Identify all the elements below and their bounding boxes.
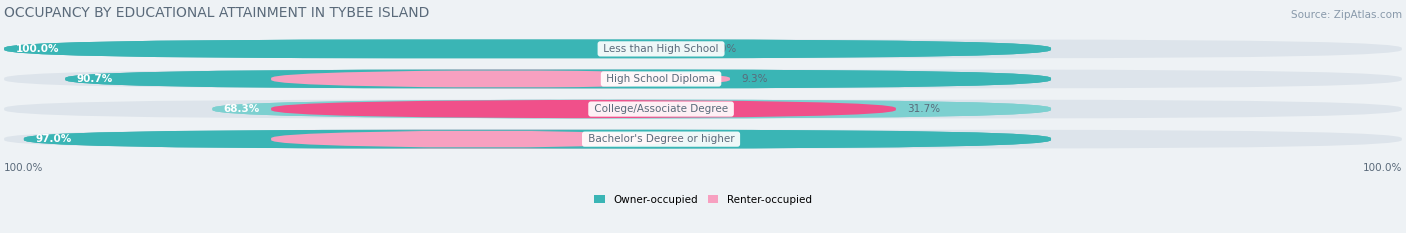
FancyBboxPatch shape — [271, 70, 730, 88]
Text: 31.7%: 31.7% — [907, 104, 941, 114]
FancyBboxPatch shape — [212, 100, 1052, 118]
Text: 68.3%: 68.3% — [224, 104, 260, 114]
Text: 100.0%: 100.0% — [4, 163, 44, 173]
Text: OCCUPANCY BY EDUCATIONAL ATTAINMENT IN TYBEE ISLAND: OCCUPANCY BY EDUCATIONAL ATTAINMENT IN T… — [4, 6, 430, 20]
FancyBboxPatch shape — [4, 40, 1402, 58]
FancyBboxPatch shape — [4, 40, 1052, 58]
FancyBboxPatch shape — [24, 130, 1052, 148]
FancyBboxPatch shape — [4, 70, 1402, 88]
Text: Source: ZipAtlas.com: Source: ZipAtlas.com — [1291, 10, 1402, 20]
FancyBboxPatch shape — [212, 100, 1052, 118]
FancyBboxPatch shape — [4, 130, 1402, 148]
FancyBboxPatch shape — [4, 100, 1402, 118]
FancyBboxPatch shape — [65, 70, 1052, 88]
Text: 3.0%: 3.0% — [695, 134, 721, 144]
Text: 100.0%: 100.0% — [15, 44, 59, 54]
Text: 0.0%: 0.0% — [710, 44, 737, 54]
Text: 9.3%: 9.3% — [741, 74, 768, 84]
Text: Less than High School: Less than High School — [600, 44, 721, 54]
Text: Bachelor's Degree or higher: Bachelor's Degree or higher — [585, 134, 738, 144]
FancyBboxPatch shape — [271, 100, 896, 118]
FancyBboxPatch shape — [4, 40, 1052, 58]
FancyBboxPatch shape — [65, 70, 1052, 88]
Text: College/Associate Degree: College/Associate Degree — [591, 104, 731, 114]
Text: 97.0%: 97.0% — [35, 134, 72, 144]
FancyBboxPatch shape — [24, 130, 1052, 148]
Text: 90.7%: 90.7% — [76, 74, 112, 84]
Legend: Owner-occupied, Renter-occupied: Owner-occupied, Renter-occupied — [591, 191, 815, 209]
Text: High School Diploma: High School Diploma — [603, 74, 718, 84]
FancyBboxPatch shape — [271, 130, 683, 148]
Text: 100.0%: 100.0% — [1362, 163, 1402, 173]
